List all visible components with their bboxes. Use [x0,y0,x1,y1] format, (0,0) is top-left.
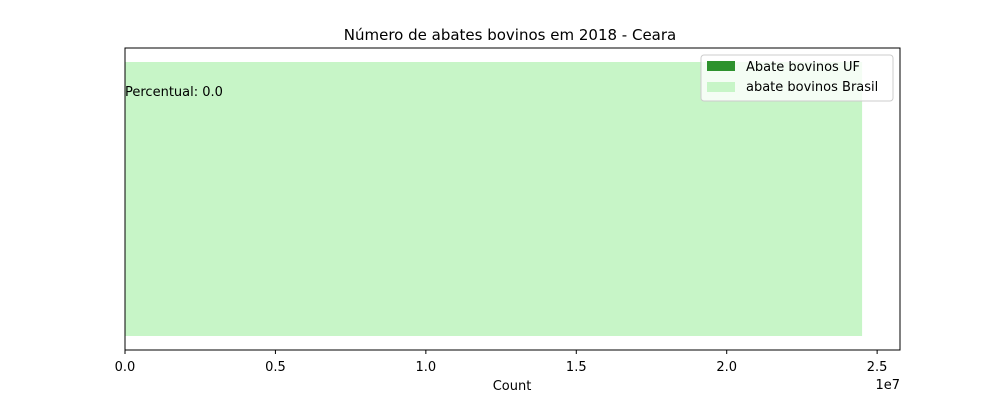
x-tick-label: 0.0 [115,360,136,375]
x-axis-ticks: 0.0 0.5 1.0 1.5 2.0 2.5 [115,350,888,375]
chart-title: Número de abates bovinos em 2018 - Ceara [344,26,676,44]
bars-group [125,62,863,336]
legend-swatch-brasil [707,82,735,92]
x-tick-label: 0.5 [265,360,286,375]
legend-frame [700,54,894,102]
legend-label-brasil: abate bovinos Brasil [746,80,878,95]
x-tick-label: 2.0 [716,360,737,375]
x-axis-label: Count [493,379,532,394]
x-tick-label: 1.5 [566,360,587,375]
x-axis-offset-text: 1e7 [875,378,900,393]
legend: Abate bovinos UF abate bovinos Brasil [700,54,894,102]
bar-brasil [125,62,863,336]
legend-label-uf: Abate bovinos UF [746,60,860,75]
plot-frame [124,47,901,351]
bar-annotation: Percentual: 0.0 [125,85,223,100]
x-tick-label: 1.0 [416,360,437,375]
x-tick-label: 2.5 [867,360,888,375]
legend-swatch-uf [707,61,735,71]
